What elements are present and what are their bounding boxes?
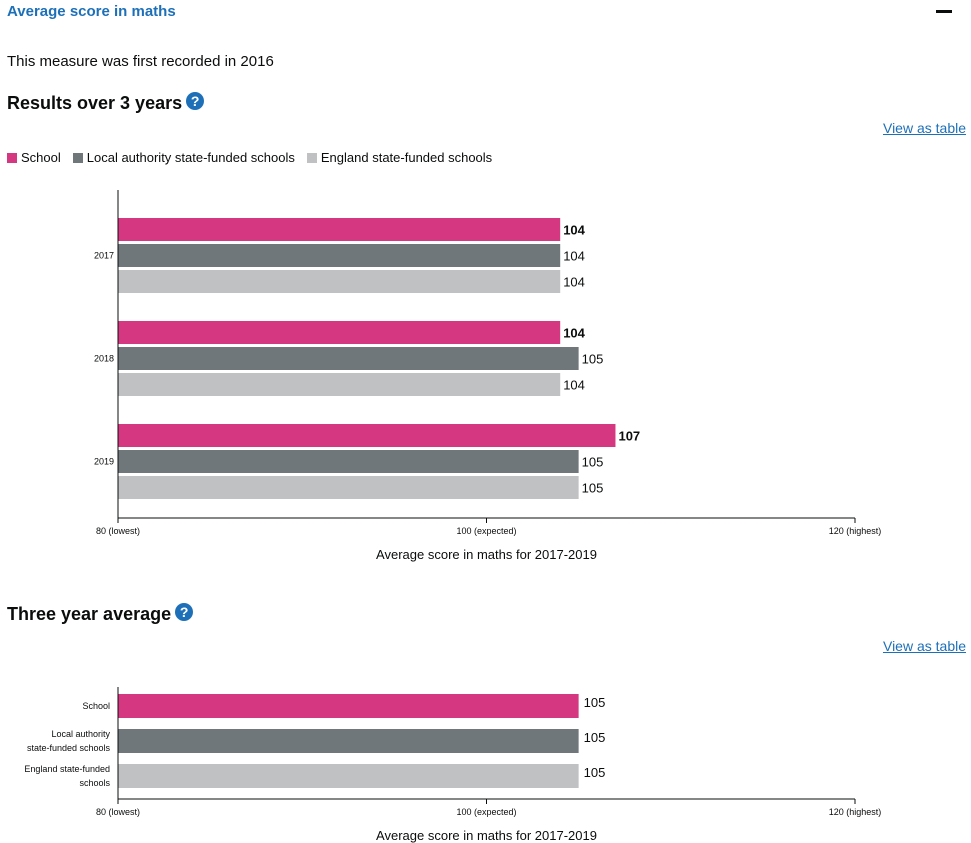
question-help-icon[interactable]: ?: [175, 602, 194, 621]
bar-value-label: 104: [563, 275, 585, 290]
bar: [118, 244, 561, 267]
bar: [118, 729, 579, 753]
results-bar-chart: 2017 104 104 104 2018 104 105 104 2019 107 105 105 8…: [94, 190, 882, 562]
average-bar-chart: 105 School 105 Local authority state-funded …: [24, 687, 882, 843]
x-axis-title: Average score in maths for 2017-2019: [376, 828, 597, 843]
chart-legend: School Local authority state-funded scho…: [7, 150, 504, 165]
legend-label: School: [21, 150, 61, 165]
x-axis-title: Average score in maths for 2017-2019: [376, 547, 597, 562]
legend-swatch-england: [306, 152, 317, 163]
accordion-title[interactable]: Average score in maths: [7, 3, 176, 20]
bar-value-label: 105: [584, 730, 606, 745]
view-as-table-link[interactable]: View as table: [882, 120, 966, 136]
y-category-label: state-funded schools: [27, 743, 111, 753]
x-tick-label: 100 (expected): [456, 526, 516, 536]
bar-value-label: 105: [582, 481, 604, 496]
average-heading-text: Three year average: [7, 604, 172, 624]
legend-item-local-authority: Local authority state-funded schools: [72, 150, 295, 165]
x-tick-label: 80 (lowest): [96, 807, 140, 817]
bar: [118, 764, 579, 788]
bar-value-label: 104: [563, 249, 585, 264]
legend-label: England state-funded schools: [320, 150, 493, 165]
y-category-label: School: [82, 701, 110, 711]
y-category-label: 2018: [94, 354, 114, 364]
x-tick-label: 120 (highest): [829, 526, 882, 536]
x-tick-label: 100 (expected): [456, 807, 516, 817]
bar-value-label: 105: [584, 695, 606, 710]
bar-value-label: 104: [563, 378, 585, 393]
bar: [118, 373, 561, 396]
question-help-icon[interactable]: ?: [186, 91, 205, 110]
bar-value-label: 107: [618, 429, 640, 444]
legend-item-school: School: [7, 150, 61, 165]
bar: [118, 218, 561, 241]
bar-value-label: 105: [582, 455, 604, 470]
view-as-table-link[interactable]: View as table: [882, 638, 966, 654]
bar: [118, 424, 616, 447]
y-category-label: 2019: [94, 457, 114, 467]
bar-value-label: 104: [563, 223, 585, 238]
intro-text: This measure was first recorded in 2016: [7, 53, 274, 70]
legend-swatch-local-authority: [72, 152, 83, 163]
section-heading-results: Results over 3 years ?: [7, 91, 205, 114]
y-category-label: schools: [79, 778, 110, 788]
legend-label: Local authority state-funded schools: [86, 150, 295, 165]
bar: [118, 476, 579, 499]
collapse-minus-icon[interactable]: [936, 10, 952, 13]
x-tick-label: 80 (lowest): [96, 526, 140, 536]
bar-value-label: 105: [582, 352, 604, 367]
bar-value-label: 105: [584, 765, 606, 780]
bar: [118, 450, 579, 473]
y-category-label: 2017: [94, 251, 114, 261]
bar: [118, 694, 579, 718]
y-category-label: Local authority: [51, 729, 110, 739]
legend-swatch-school: [7, 152, 17, 163]
bar: [118, 347, 579, 370]
section-heading-average: Three year average ?: [7, 602, 194, 625]
legend-item-england: England state-funded schools: [306, 150, 493, 165]
bar-value-label: 104: [563, 326, 585, 341]
bar: [118, 270, 561, 293]
results-heading-text: Results over 3 years: [7, 93, 183, 113]
x-tick-label: 120 (highest): [829, 807, 882, 817]
bar: [118, 321, 561, 344]
y-category-label: England state-funded: [24, 764, 110, 774]
